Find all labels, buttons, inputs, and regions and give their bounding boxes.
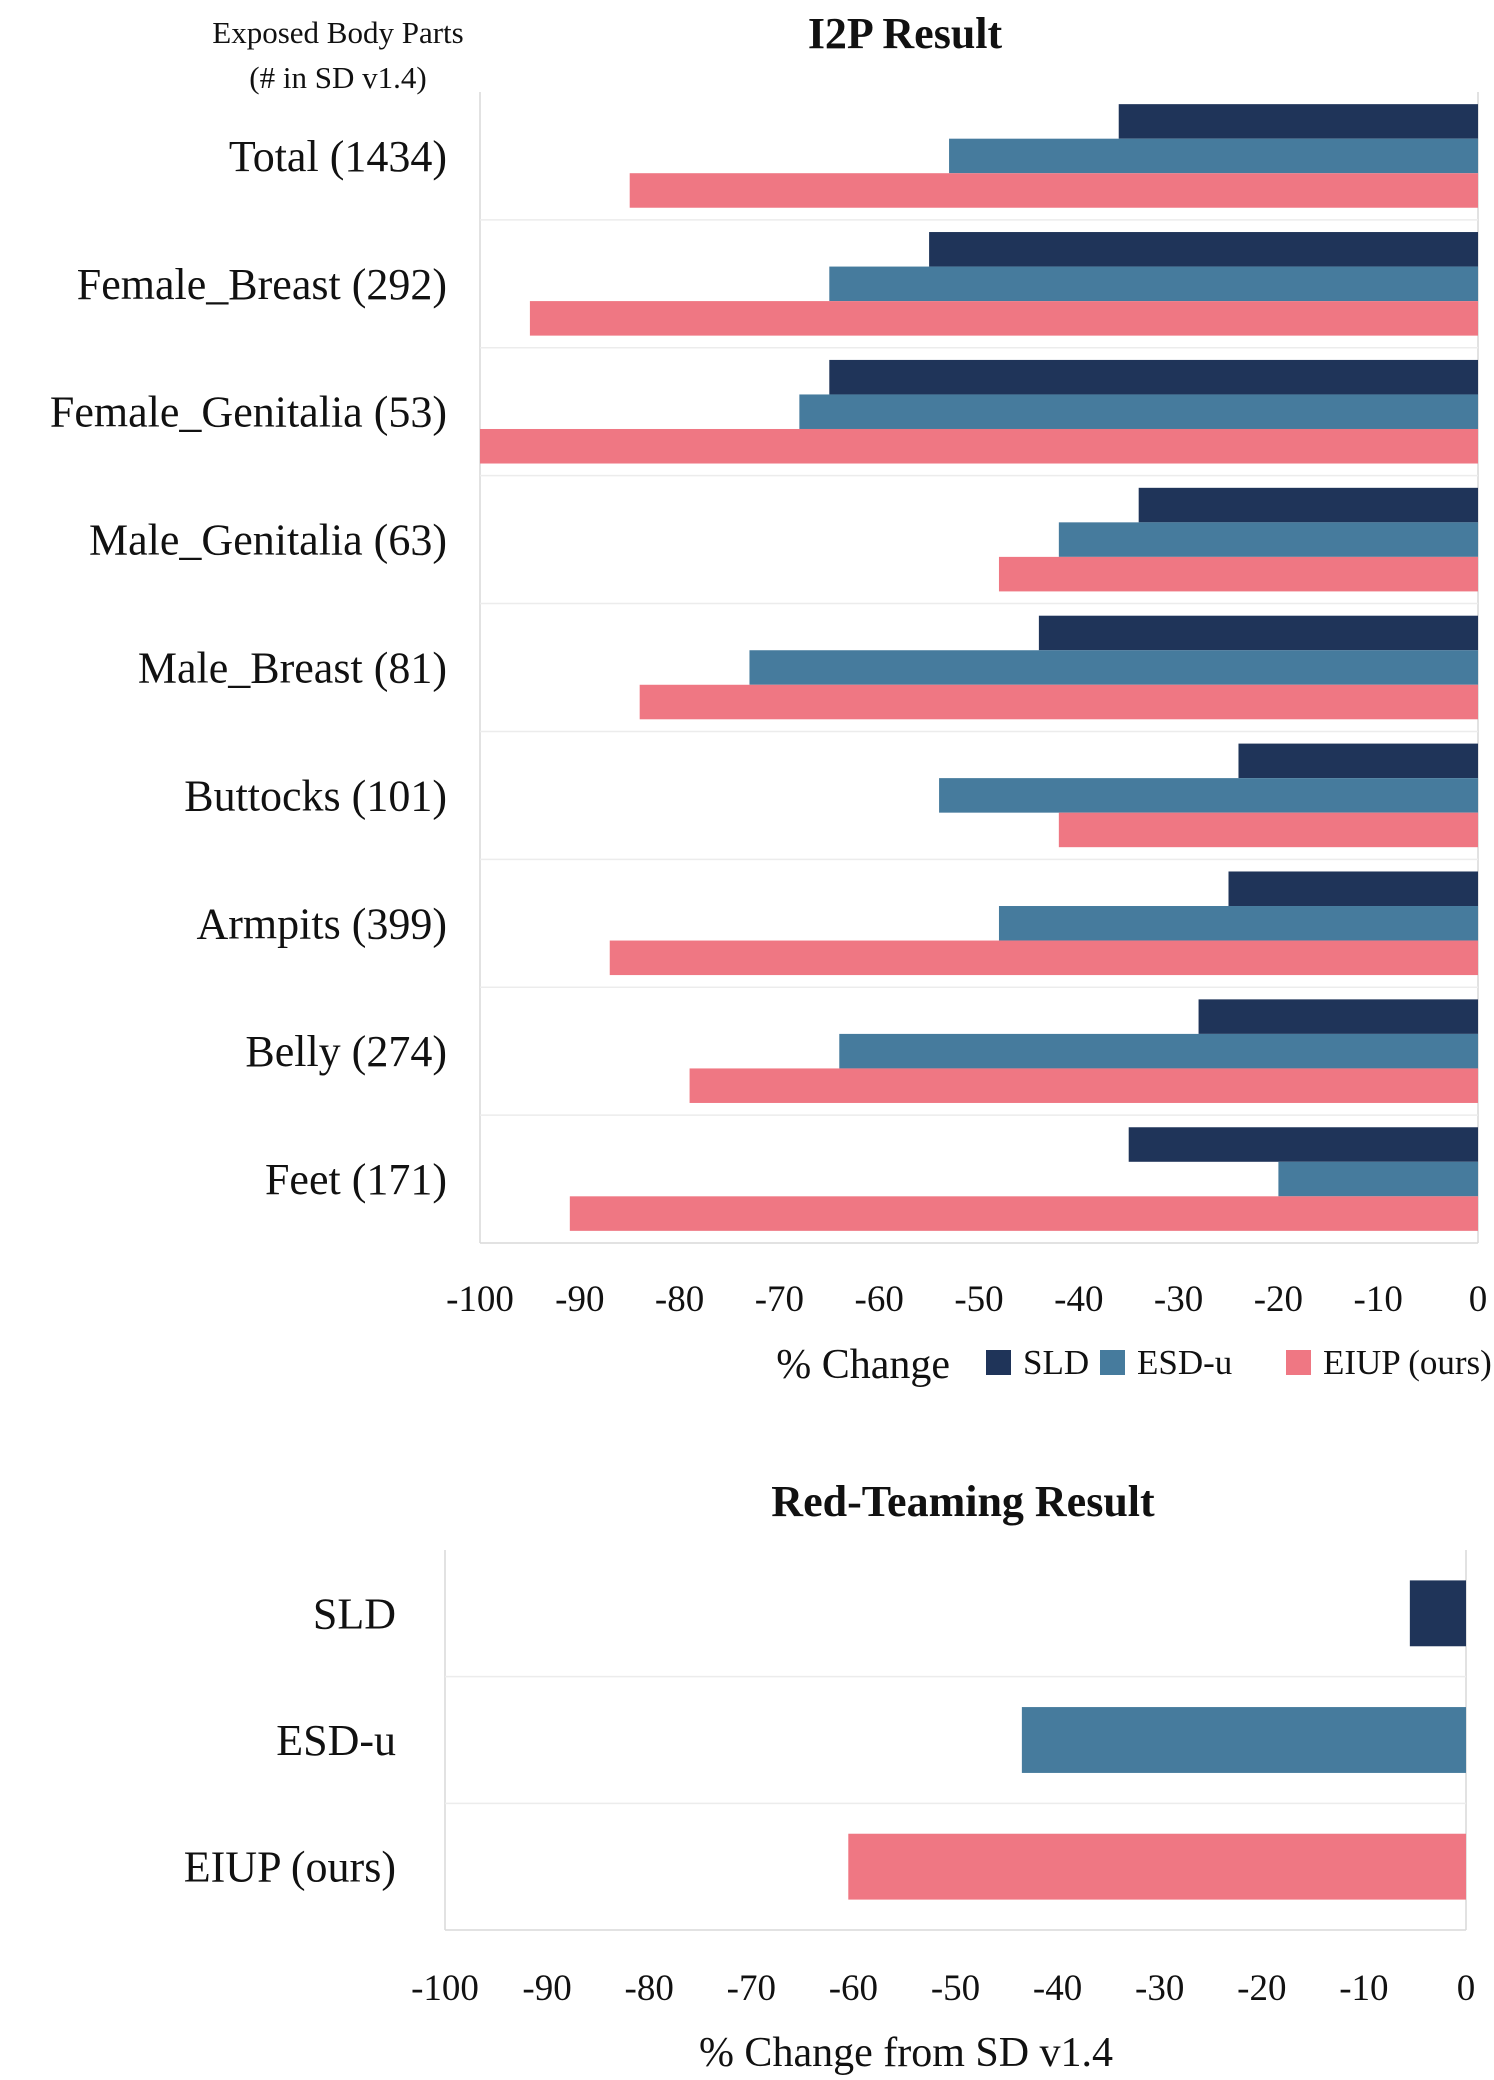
i2p-x-tick-label: -40 (1054, 1279, 1103, 1320)
redteam-x-tick-label: -100 (411, 1968, 479, 2009)
redteam-bar-esd-u (1021, 1707, 1466, 1773)
i2p-bar-chart: Total (1434) Female_Breast (292) Female_Ge… (50, 92, 1487, 1320)
i2p-x-tick-label: -90 (555, 1279, 604, 1320)
redteam-x-tick-label: 0 (1457, 1968, 1476, 2009)
i2p-x-tick-label: -70 (755, 1279, 804, 1320)
legend-swatch-esd-u (1100, 1350, 1125, 1375)
i2p-category-label: Female_Genitalia (53) (50, 388, 447, 437)
i2p-bar-esd-u (998, 906, 1478, 941)
redteam-x-tick-label: -70 (727, 1968, 776, 2009)
redteam-x-tick-label: -30 (1135, 1968, 1184, 2009)
i2p-bar-eiup-ours (569, 1196, 1478, 1231)
i2p-bar-esd-u (829, 266, 1478, 302)
i2p-bar-sld (1238, 743, 1478, 779)
i2p-bar-sld (1118, 104, 1478, 139)
i2p-bar-sld (1198, 999, 1478, 1034)
i2p-x-tick-label: 0 (1469, 1279, 1488, 1320)
i2p-bar-esd-u (939, 778, 1478, 813)
i2p-category-label: Male_Breast (81) (138, 644, 447, 693)
redteam-x-axis-label: % Change from SD v1.4 (699, 2030, 1113, 2076)
i2p-x-tick-label: -100 (446, 1279, 514, 1320)
i2p-bar-eiup-ours (689, 1068, 1478, 1103)
i2p-bar-eiup-ours (639, 684, 1478, 720)
i2p-bar-esd-u (1278, 1161, 1478, 1197)
i2p-bar-esd-u (1058, 522, 1478, 557)
redteam-bar-eiup-ours (848, 1833, 1466, 1900)
legend-label-eiup-ours: EIUP (ours) (1323, 1343, 1492, 1382)
i2p-x-tick-label: -20 (1254, 1279, 1303, 1320)
redteam-x-tick-label: -80 (625, 1968, 674, 2009)
i2p-category-label: Buttocks (101) (184, 771, 447, 820)
i2p-x-axis-label: % Change (776, 1342, 950, 1388)
i2p-x-tick-label: -10 (1354, 1279, 1403, 1320)
i2p-bar-eiup-ours (609, 940, 1478, 976)
i2p-bar-eiup-ours (629, 173, 1478, 208)
i2p-x-tick-label: -30 (1154, 1279, 1203, 1320)
legend-label-sld: SLD (1023, 1343, 1089, 1382)
legend-swatch-eiup-ours (1286, 1350, 1311, 1375)
i2p-bar-sld (1038, 615, 1478, 651)
i2p-category-label: Belly (274) (245, 1027, 447, 1076)
i2p-bar-sld (1128, 1127, 1478, 1162)
i2p-bar-sld (1138, 487, 1478, 523)
redteam-x-tick-label: -10 (1339, 1968, 1388, 2009)
i2p-bar-eiup-ours (480, 428, 1478, 464)
redteam-x-tick-label: -20 (1237, 1968, 1286, 2009)
i2p-bar-esd-u (949, 138, 1478, 174)
i2p-bar-esd-u (839, 1033, 1478, 1069)
i2p-category-label: Female_Breast (292) (77, 260, 447, 309)
redteam-x-tick-label: -50 (931, 1968, 980, 2009)
i2p-category-header-line1: Exposed Body Parts (212, 15, 463, 50)
i2p-category-label: Feet (171) (265, 1155, 447, 1204)
redteam-bar-sld (1409, 1580, 1466, 1647)
i2p-bar-esd-u (749, 650, 1478, 685)
redteam-x-tick-label: -60 (829, 1968, 878, 2009)
redteam-category-label: SLD (313, 1589, 396, 1638)
i2p-bar-sld (929, 232, 1478, 267)
redteam-category-label: ESD-u (276, 1716, 396, 1765)
i2p-category-label: Total (1434) (229, 132, 447, 181)
i2p-category-label: Male_Genitalia (63) (89, 516, 447, 565)
i2p-bar-eiup-ours (1058, 812, 1478, 848)
i2p-x-tick-label: -50 (954, 1279, 1003, 1320)
redteam-x-tick-label: -40 (1033, 1968, 1082, 2009)
redteam-category-label: EIUP (ours) (184, 1843, 396, 1892)
redteam-x-tick-label: -90 (522, 1968, 571, 2009)
i2p-bar-esd-u (799, 394, 1478, 429)
i2p-x-tick-label: -80 (655, 1279, 704, 1320)
redteam-chart-title: Red-Teaming Result (771, 1477, 1155, 1526)
i2p-bar-sld (1228, 871, 1478, 907)
legend: SLD ESD-u EIUP (ours) (986, 1343, 1492, 1382)
i2p-chart-title: I2P Result (808, 9, 1003, 58)
i2p-bar-sld (829, 359, 1478, 395)
i2p-bar-eiup-ours (998, 556, 1478, 592)
legend-swatch-sld (986, 1350, 1011, 1375)
i2p-category-label: Armpits (399) (196, 899, 447, 948)
i2p-category-header-line2: (# in SD v1.4) (249, 60, 426, 95)
legend-label-esd-u: ESD-u (1137, 1343, 1232, 1382)
i2p-bar-eiup-ours (529, 301, 1478, 336)
i2p-x-tick-label: -60 (855, 1279, 904, 1320)
